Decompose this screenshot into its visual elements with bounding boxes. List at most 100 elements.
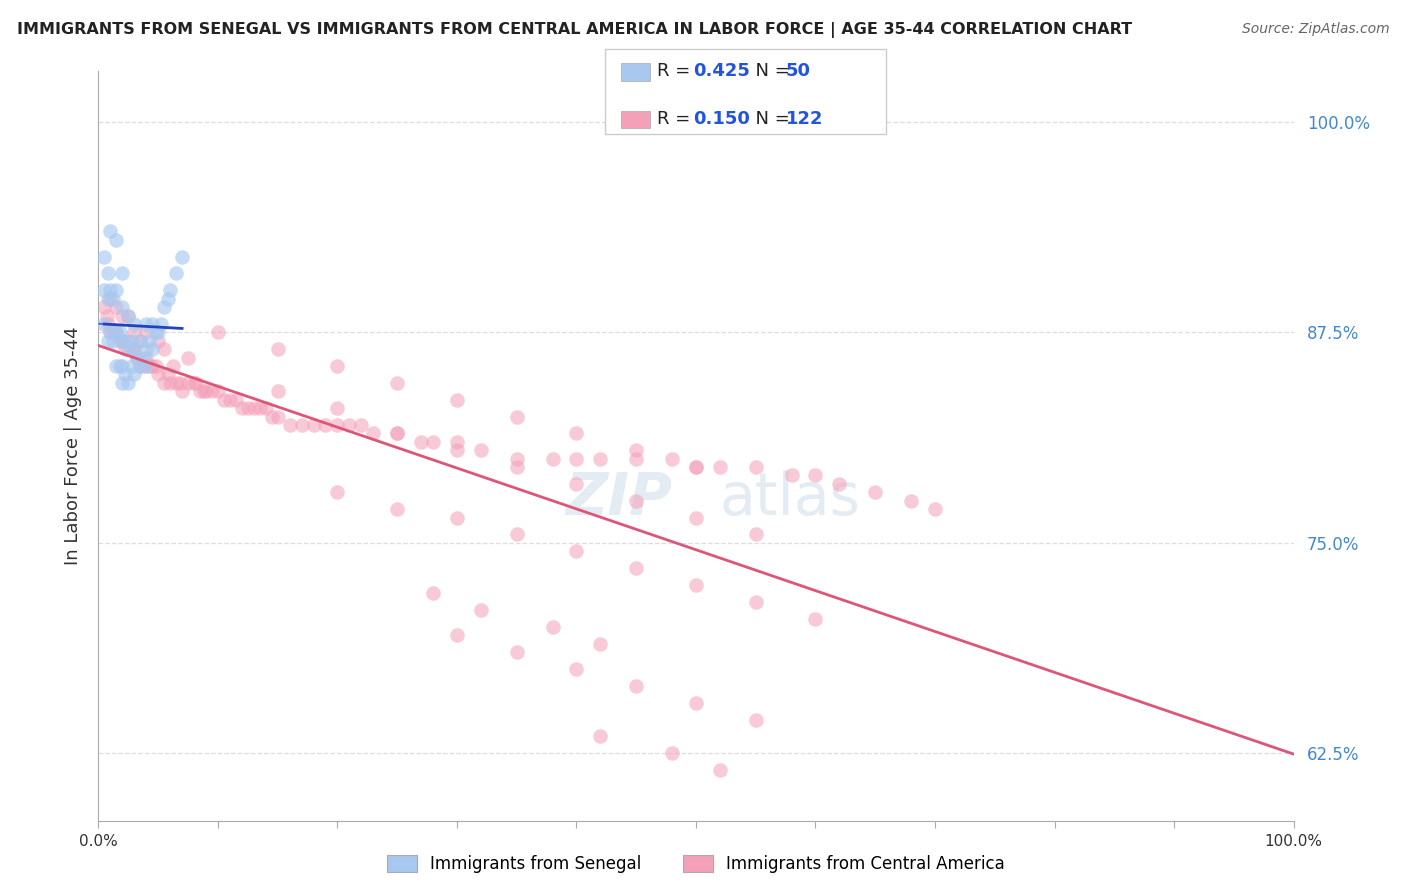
Point (159, 283, 181, 297)
Point (129, 359, 152, 373)
Point (114, 334, 136, 348)
Point (865, 485, 887, 500)
Point (135, 351, 157, 365)
Point (98, 292, 122, 306)
Point (129, 334, 152, 348)
Point (148, 326, 170, 340)
Point (141, 317, 163, 331)
Point (267, 384, 290, 399)
Point (745, 595, 768, 609)
Point (117, 342, 139, 356)
Point (162, 359, 184, 373)
Point (254, 401, 277, 416)
Point (422, 434, 444, 449)
Point (506, 527, 529, 541)
Point (101, 334, 124, 348)
Point (350, 417, 373, 432)
Point (153, 342, 176, 356)
Point (326, 401, 349, 416)
Point (236, 401, 259, 416)
Point (589, 730, 612, 744)
Point (260, 409, 283, 424)
Point (98, 326, 122, 340)
Point (661, 746, 683, 760)
Point (177, 351, 200, 365)
Point (135, 317, 157, 331)
Point (105, 326, 128, 340)
Point (339, 417, 361, 432)
Point (207, 384, 229, 399)
Text: ZIP: ZIP (565, 470, 672, 527)
Point (804, 611, 827, 625)
Point (125, 351, 148, 365)
Point (804, 468, 827, 483)
Point (231, 401, 253, 416)
Point (97, 292, 120, 306)
Point (135, 359, 157, 373)
Point (565, 544, 588, 558)
Point (108, 326, 131, 340)
Point (117, 376, 139, 390)
Point (506, 409, 529, 424)
Text: atlas: atlas (720, 470, 860, 527)
Point (114, 368, 136, 382)
Point (193, 384, 215, 399)
Point (745, 460, 768, 475)
Point (117, 309, 139, 323)
Point (111, 334, 134, 348)
Point (685, 510, 707, 524)
Point (195, 384, 218, 399)
Point (165, 376, 187, 390)
Point (541, 451, 564, 466)
Point (506, 460, 529, 475)
Point (98, 326, 122, 340)
Point (117, 309, 139, 323)
Point (411, 434, 433, 449)
Point (385, 376, 409, 390)
Point (626, 493, 648, 508)
Text: N =: N = (744, 62, 796, 80)
Point (446, 628, 468, 642)
Text: 50: 50 (786, 62, 811, 80)
Point (709, 763, 731, 777)
Point (117, 334, 139, 348)
Point (422, 586, 444, 600)
Point (565, 426, 588, 441)
Point (446, 443, 468, 458)
Point (177, 376, 200, 390)
Point (121, 334, 143, 348)
Point (138, 334, 160, 348)
Point (506, 645, 529, 659)
Point (828, 476, 851, 491)
Point (129, 334, 152, 348)
Point (111, 300, 134, 314)
Point (156, 368, 179, 382)
Legend: Immigrants from Senegal, Immigrants from Central America: Immigrants from Senegal, Immigrants from… (380, 848, 1012, 880)
Point (183, 376, 205, 390)
Point (124, 368, 146, 382)
Point (565, 662, 588, 676)
Point (105, 233, 128, 247)
Point (315, 417, 337, 432)
Point (267, 342, 290, 356)
Point (589, 637, 612, 651)
Point (105, 283, 128, 297)
Point (685, 460, 707, 475)
Point (138, 359, 160, 373)
Point (121, 342, 143, 356)
Text: N =: N = (744, 110, 796, 128)
Point (243, 401, 266, 416)
Point (291, 417, 314, 432)
Point (156, 292, 179, 306)
Point (924, 502, 946, 516)
Point (541, 620, 564, 634)
Point (626, 679, 648, 693)
Point (363, 426, 385, 441)
Point (101, 326, 124, 340)
Point (589, 451, 612, 466)
Point (446, 510, 468, 524)
Point (626, 561, 648, 575)
Point (125, 351, 148, 365)
Point (93, 317, 115, 331)
Point (709, 460, 731, 475)
